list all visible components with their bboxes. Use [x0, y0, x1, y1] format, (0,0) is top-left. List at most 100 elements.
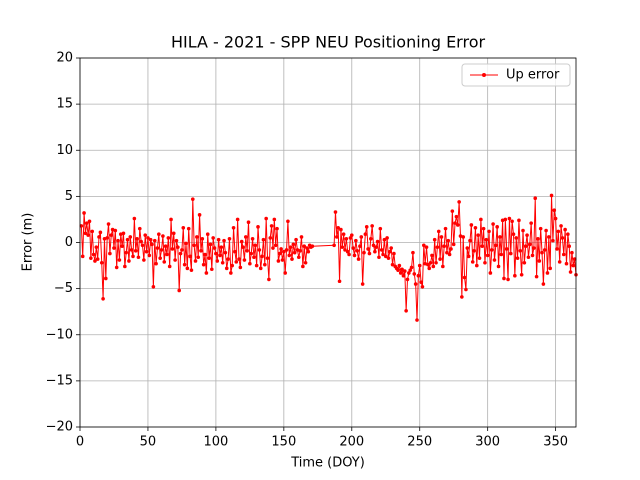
data-point — [551, 238, 555, 243]
data-point — [80, 254, 85, 259]
data-point — [375, 239, 380, 244]
y-tick-label: −10 — [46, 327, 73, 342]
x-tick-label: 100 — [203, 435, 228, 450]
data-point — [333, 210, 338, 214]
data-point — [212, 246, 217, 250]
data-point — [231, 225, 236, 230]
data-point — [249, 251, 254, 256]
data-point — [135, 237, 139, 241]
data-point — [290, 257, 294, 261]
data-point — [430, 253, 434, 258]
plot-frame — [79, 57, 577, 428]
data-point — [237, 257, 241, 261]
data-point — [538, 226, 543, 231]
data-point — [498, 235, 502, 239]
data-point — [241, 245, 245, 249]
data-point — [349, 233, 354, 237]
x-tick-label: 150 — [271, 435, 296, 450]
data-point — [283, 271, 287, 275]
data-point — [170, 247, 175, 251]
data-point — [97, 235, 101, 239]
data-point — [279, 247, 283, 251]
data-point — [165, 252, 169, 257]
data-point — [422, 243, 426, 248]
data-point — [499, 252, 504, 257]
data-point — [150, 242, 154, 247]
data-point — [287, 253, 292, 258]
data-point — [506, 277, 510, 282]
data-point — [114, 265, 119, 270]
data-point — [214, 251, 218, 256]
data-point — [514, 236, 519, 240]
data-point — [519, 272, 524, 277]
data-point — [443, 226, 448, 231]
data-point — [449, 247, 453, 251]
data-point — [495, 225, 499, 229]
data-point — [83, 231, 88, 236]
data-point — [564, 261, 569, 266]
data-point — [351, 246, 355, 250]
data-point — [186, 226, 191, 231]
data-point — [102, 237, 107, 241]
data-point — [211, 236, 215, 240]
data-point — [460, 295, 464, 299]
data-point — [163, 244, 168, 248]
data-point — [409, 265, 414, 270]
data-point — [568, 270, 573, 274]
data-point — [343, 248, 347, 252]
x-tick-label: 300 — [475, 435, 500, 450]
data-point — [215, 259, 220, 263]
data-point — [544, 228, 548, 233]
data-point — [466, 254, 471, 259]
data-point — [123, 264, 127, 269]
data-point — [220, 260, 225, 265]
data-point — [507, 216, 512, 221]
data-point — [298, 249, 302, 253]
data-point — [446, 238, 451, 243]
data-point — [284, 248, 289, 252]
data-point — [563, 227, 567, 232]
data-point — [335, 235, 339, 239]
data-point — [417, 263, 422, 268]
data-point — [151, 284, 156, 289]
data-point — [190, 197, 195, 201]
data-point — [192, 243, 196, 248]
data-point — [120, 244, 124, 248]
data-point — [386, 256, 391, 260]
data-point — [142, 258, 146, 262]
data-point — [398, 271, 403, 275]
data-point — [171, 231, 176, 236]
data-point — [408, 268, 413, 272]
data-point — [147, 253, 152, 258]
data-point — [131, 254, 135, 259]
data-point — [264, 216, 268, 221]
data-point — [354, 238, 358, 243]
data-point — [260, 254, 264, 259]
data-point — [434, 260, 438, 265]
data-point — [101, 296, 105, 301]
data-point — [94, 245, 99, 249]
data-point — [169, 217, 173, 222]
data-point — [396, 268, 400, 272]
data-point — [178, 251, 183, 256]
data-point — [276, 259, 281, 263]
data-point — [402, 269, 407, 273]
x-tick-label: 50 — [140, 435, 157, 450]
data-point — [226, 257, 230, 261]
data-point — [553, 216, 558, 221]
legend-box — [461, 63, 571, 87]
data-point — [258, 266, 263, 271]
x-tick-label: 250 — [407, 435, 432, 450]
data-point — [91, 252, 96, 257]
data-point — [87, 219, 92, 224]
y-axis-label: Error (m) — [21, 213, 36, 272]
data-point — [253, 243, 258, 248]
data-point — [447, 252, 452, 257]
data-point — [268, 236, 273, 240]
data-point — [570, 250, 574, 255]
data-point — [196, 255, 201, 260]
data-point — [475, 263, 479, 268]
data-point — [533, 196, 538, 201]
data-point — [341, 232, 346, 236]
